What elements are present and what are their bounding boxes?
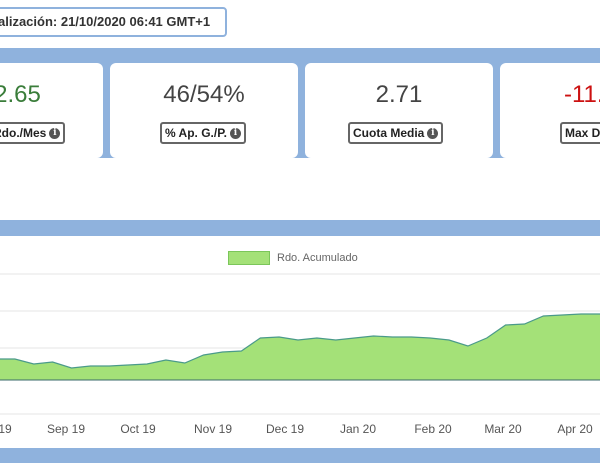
stat-label-text: % Ap. G./P. [165,126,228,140]
series-line[interactable] [0,313,600,369]
top-bar: alización: 21/10/2020 06:41 GMT+1 [0,0,600,48]
chart-legend[interactable]: Rdo. Acumulado [228,250,358,266]
content-band [0,158,600,220]
x-tick-label: Feb 20 [414,422,452,436]
stat-label-text: Rdo./Mes [0,126,47,140]
legend-label: Rdo. Acumulado [277,252,358,264]
stat-value-max-drawdown: -11. [564,81,600,108]
stat-label-win-loss[interactable]: % Ap. G./P. i [160,122,247,144]
area-fill[interactable] [0,314,600,380]
stat-card-max-drawdown: -11. Max D [500,63,600,158]
stat-label-max-drawdown[interactable]: Max D [560,122,600,144]
cumulative-result-chart: Rdo. Acumulado 19 Sep 19 Oct 19 Nov 19 Dec 1… [0,236,600,448]
last-update-text: alización: 21/10/2020 06:41 GMT+1 [0,14,211,29]
stat-label-monthly-result[interactable]: Rdo./Mes i [0,122,66,144]
stat-label-average-odds[interactable]: Cuota Media i [348,122,444,144]
stat-card-win-loss: 46/54% % Ap. G./P. i [110,63,298,158]
last-update-box: alización: 21/10/2020 06:41 GMT+1 [0,7,227,37]
x-tick-label: Dec 19 [266,422,304,436]
stat-value-win-loss: 46/54% [163,81,245,108]
info-icon[interactable]: i [230,127,242,139]
stat-label-text: Max D [565,126,600,140]
x-tick-label: 19 [0,422,12,436]
stat-value-monthly-result: 2.65 [0,81,41,108]
x-tick-label: Sep 19 [47,422,85,436]
info-icon[interactable]: i [427,127,439,139]
x-tick-label: Mar 20 [484,422,522,436]
stat-card-average-odds: 2.71 Cuota Media i [305,63,493,158]
x-tick-label: Oct 19 [120,422,156,436]
legend-swatch [228,251,270,265]
stat-card-monthly-result: 2.65 Rdo./Mes i [0,63,103,158]
stat-label-text: Cuota Media [353,126,425,140]
info-icon[interactable]: i [49,127,61,139]
chart-plot: 19 Sep 19 Oct 19 Nov 19 Dec 19 Jan 20 Feb 20 Ma… [0,273,600,436]
x-tick-label: Nov 19 [194,422,232,436]
x-tick-label: Apr 20 [557,422,593,436]
stat-value-average-odds: 2.71 [375,81,423,108]
x-tick-label: Jan 20 [340,422,376,436]
